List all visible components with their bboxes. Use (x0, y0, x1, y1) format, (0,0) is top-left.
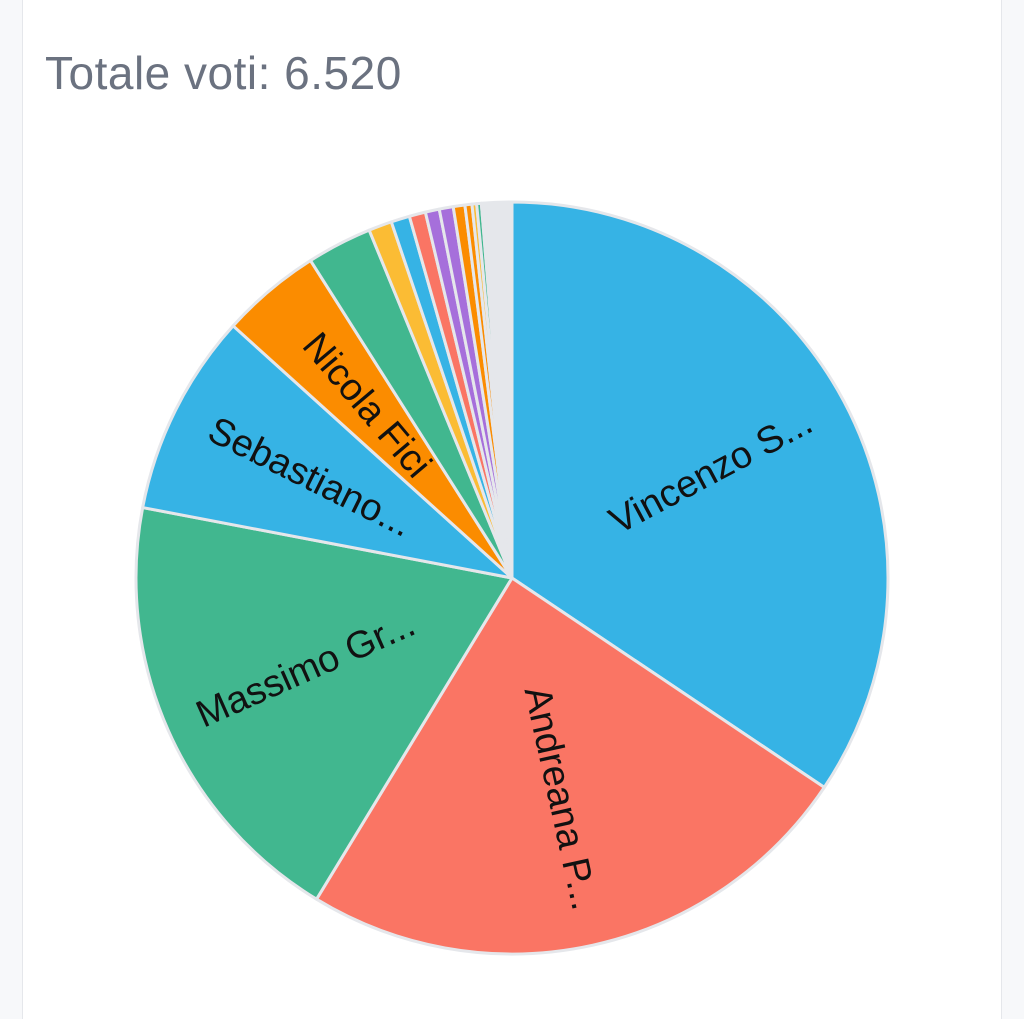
pie-slice-16[interactable] (479, 200, 514, 580)
pie-slice-3[interactable] (134, 506, 514, 901)
pie-slice-4[interactable] (141, 324, 514, 580)
pie-slice-1[interactable] (510, 200, 890, 789)
pie-slice-2[interactable] (315, 576, 826, 956)
total-votes-label: Totale voti: 6.520 (45, 47, 402, 99)
pie-slices (134, 200, 890, 956)
